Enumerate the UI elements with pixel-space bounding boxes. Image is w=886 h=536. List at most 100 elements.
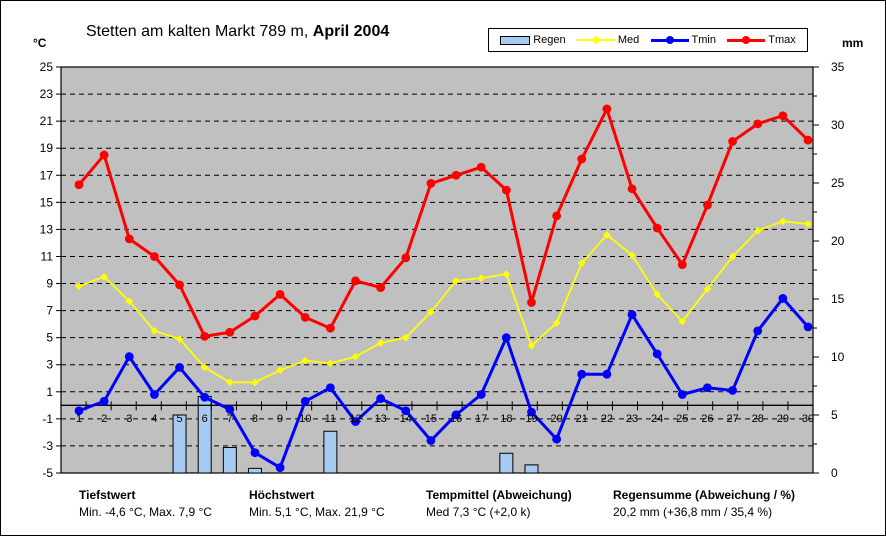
left-axis-tick-label: 17 [40,168,54,182]
regen-bar [247,467,262,474]
left-axis-tick-label: 21 [40,114,54,128]
med-point [326,359,335,368]
tmin-point [577,369,587,379]
day-label: 24 [651,413,663,425]
med-point [603,231,611,239]
day-label: 7 [227,413,233,425]
med-point [703,285,712,293]
legend: Regen Med Tmin Tmax [488,28,808,52]
left-axis-tick-label: 23 [40,87,54,101]
left-axis-tick-label: 25 [40,60,54,74]
day-label: 26 [701,413,713,425]
day-label: 16 [450,413,462,425]
left-axis-tick-label: 11 [41,249,54,263]
med-point [150,327,159,335]
left-axis-tick-label: 15 [40,195,54,209]
med-point [125,297,134,305]
right-axis-tick-label: 30 [831,118,845,132]
day-label: 17 [475,413,487,425]
chart-title: Stetten am kalten Markt 789 m, April 200… [86,23,389,41]
summary-value: Min. -4,6 °C, Max. 7,9 °C [79,505,212,519]
med-point [75,282,83,291]
legend-item-tmin: Tmin [650,34,716,46]
tmax-point [74,180,84,190]
med-point [376,339,385,347]
tmax-point [552,211,562,221]
left-axis-tick-label: -5 [42,466,53,480]
right-axis-tick-label: 10 [831,350,845,364]
tmax-point [627,184,637,194]
tmax-point [577,154,587,164]
tmin-point [225,404,235,414]
tmin-point [652,349,662,359]
regen-bar [222,446,237,474]
med-point [502,270,511,278]
med-point [653,290,661,299]
tmin-point [451,410,461,420]
right-axis-tick-label: 15 [831,292,845,306]
summary-regensumme: Regensumme (Abweichung / %) 20,2 mm (+36… [613,488,795,519]
tmax-point [99,150,109,160]
tmax-point [527,298,536,307]
tmax-point [501,185,511,195]
regen-bar-swatch-icon [500,35,531,45]
summary-tempmittel: Tempmittel (Abweichung) Med 7,3 °C (+2,0… [426,488,572,519]
tmin-point [728,386,737,395]
med-point [301,356,310,365]
left-axis-unit: °C [33,36,47,50]
regen-bar [323,430,338,474]
med-point [577,259,586,268]
right-axis-tick-label: 0 [831,466,838,480]
tmax-point [124,234,134,244]
tmax-point [652,223,662,233]
right-axis-tick-label: 20 [831,234,845,248]
tmin-point [175,363,184,372]
med-point [552,318,561,327]
tmin-point [602,369,612,379]
day-label: 15 [425,413,437,425]
left-axis-tick-label: 7 [46,304,53,318]
summary-hoechstwert: Höchstwert Min. 5,1 °C, Max. 21,9 °C [249,488,385,519]
summary-heading: Höchstwert [249,488,315,502]
tmax-point [451,170,461,180]
tmin-point [74,406,84,416]
tmin-point [150,390,159,399]
med-point [477,274,486,282]
day-label: 28 [752,413,764,425]
legend-label-tmax: Tmax [768,34,796,46]
med-line [78,220,809,384]
tmin-point [325,383,335,393]
day-label: 8 [252,413,258,425]
day-label: 25 [676,413,688,425]
med-point [226,378,234,387]
right-axis-unit: mm [842,36,864,50]
tmin-point [476,390,486,399]
tmin-point [803,322,813,332]
tmin-point [99,396,109,406]
left-axis-tick-label: 1 [46,385,53,399]
med-point [200,363,209,372]
summary-value: Min. 5,1 °C, Max. 21,9 °C [249,505,385,519]
tmax-point [250,311,260,321]
tmin-point [703,383,712,393]
day-label: 10 [299,413,311,425]
legend-item-med: Med [576,34,639,46]
tmax-point [602,104,612,114]
tmax-point [401,253,411,263]
tmax-point [778,111,788,121]
chart-title-month: April 2004 [312,23,390,40]
summary-tiefstwert: Tiefstwert Min. -4,6 °C, Max. 7,9 °C [79,488,212,519]
summary-value: 20,2 mm (+36,8 mm / 35,4 %) [613,505,773,519]
day-label: 20 [550,413,562,425]
summary-heading: Tempmittel (Abweichung) [426,488,572,502]
med-point [804,220,812,228]
tmax-point [426,178,436,188]
tmin-point [552,434,562,444]
med-point [728,252,737,261]
left-axis-tick-label: -3 [42,439,53,453]
legend-item-tmax: Tmax [727,34,796,46]
tmax-point [300,312,310,322]
day-label: 11 [325,413,336,425]
tmin-point [124,352,134,362]
